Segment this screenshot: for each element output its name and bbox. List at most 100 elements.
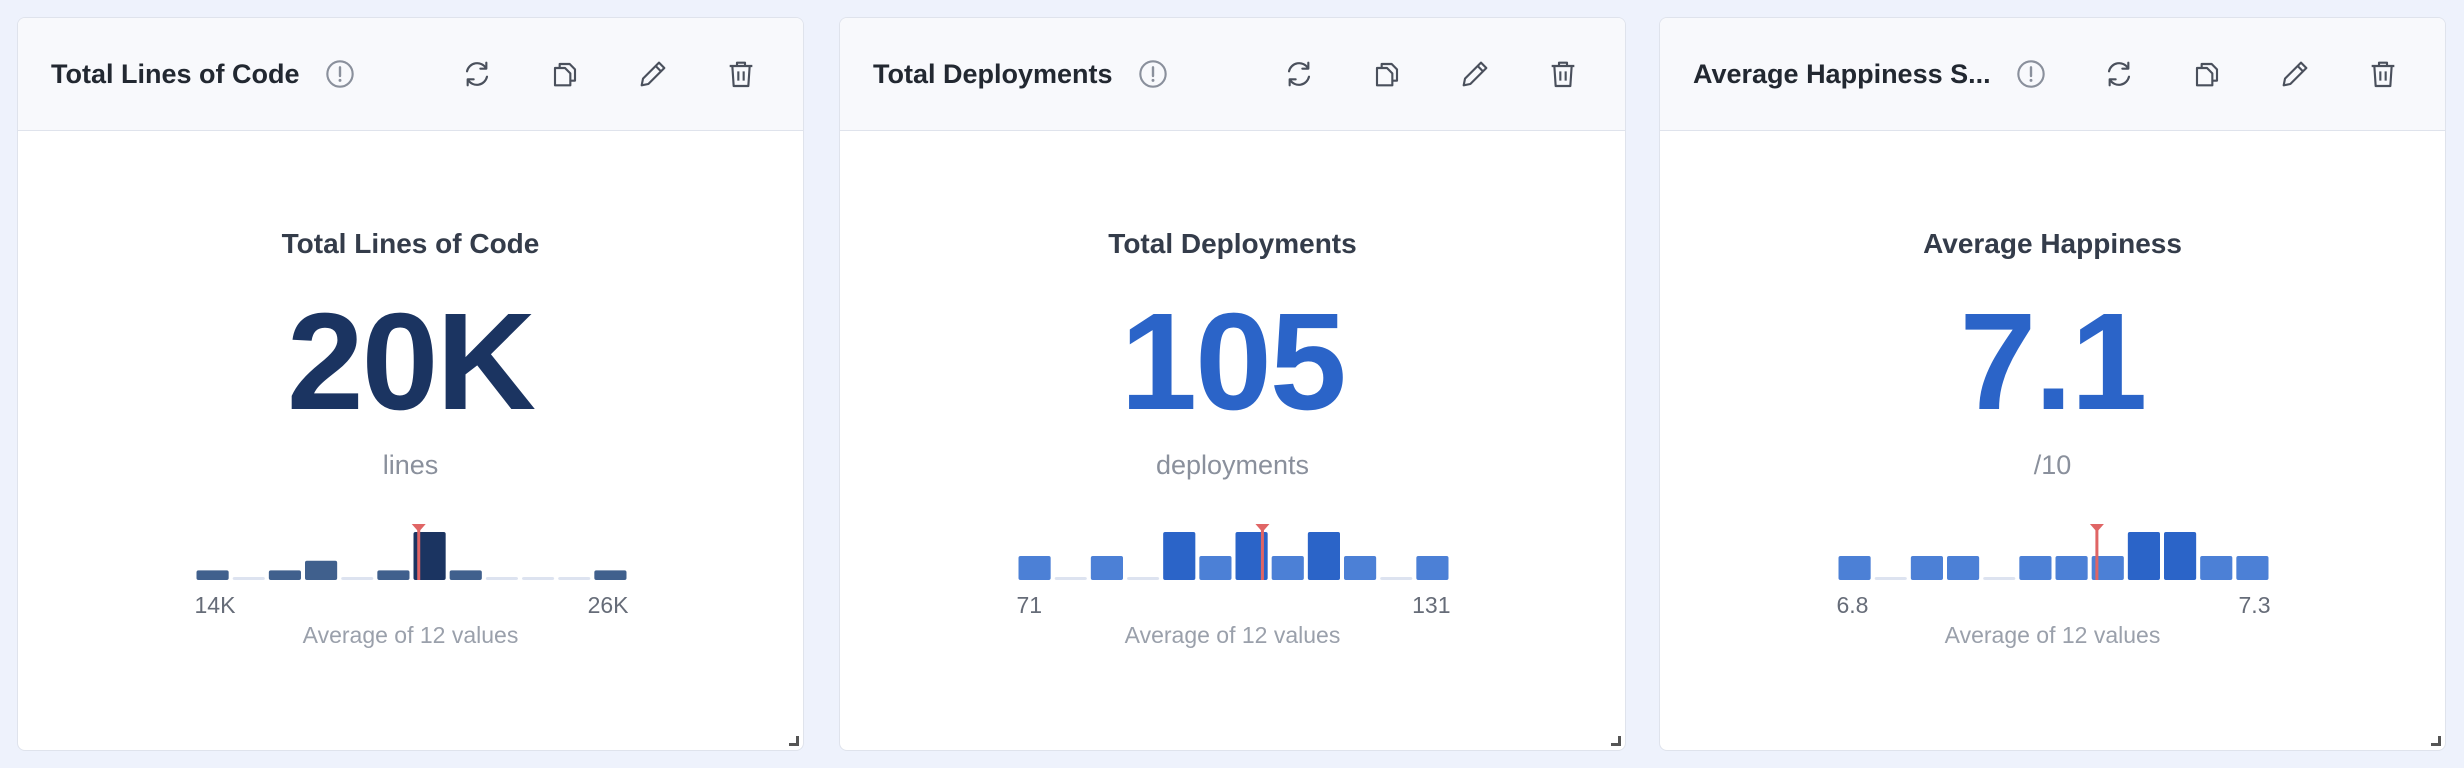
average-marker-head	[1255, 524, 1270, 532]
histogram-bar	[413, 532, 446, 580]
histogram-bar	[305, 560, 338, 580]
histogram-bar	[2236, 556, 2269, 580]
refresh-button[interactable]	[1255, 44, 1343, 104]
histogram-bar	[232, 577, 265, 580]
widget-header-title: Average Happiness S...	[1693, 58, 1991, 89]
trash-icon	[729, 61, 753, 88]
x-tick-label: 7.3	[2239, 592, 2271, 618]
stat-value: 105	[1120, 285, 1346, 439]
stat-unit: /10	[2033, 450, 2072, 480]
edit-button[interactable]	[2251, 44, 2339, 104]
histogram-bar	[522, 577, 555, 580]
refresh-icon	[465, 61, 489, 87]
info-icon[interactable]	[1137, 58, 1169, 90]
histogram-bar	[1983, 577, 2016, 580]
x-tick-label: 71	[1017, 592, 1043, 618]
info-icon[interactable]	[2015, 58, 2047, 90]
stat-footer: Average of 12 values	[302, 622, 519, 648]
histogram-bar	[1307, 532, 1340, 580]
stat-footer: Average of 12 values	[1124, 622, 1341, 648]
widget-header: Total Lines of Code	[18, 18, 803, 131]
x-tick-label: 14K	[195, 592, 237, 618]
widget-card: Total Lines of Code Total Lines of Code 20…	[17, 17, 804, 751]
trash-icon	[1551, 61, 1575, 88]
copy-icon	[553, 62, 577, 87]
copy-icon	[1375, 62, 1399, 87]
histogram-bar	[1127, 577, 1160, 580]
widget-header: Average Happiness S...	[1660, 18, 2445, 131]
histogram-bar	[1199, 556, 1232, 580]
duplicate-button[interactable]	[2163, 44, 2251, 104]
stat-title: Total Lines of Code	[281, 228, 540, 259]
histogram-bar	[341, 577, 374, 580]
stat-unit: lines	[382, 450, 439, 480]
refresh-icon	[1287, 61, 1311, 87]
histogram-bar	[1235, 532, 1268, 580]
histogram-bar	[1271, 556, 1304, 580]
histogram-bar	[2055, 556, 2088, 580]
histogram-bar	[1163, 532, 1196, 580]
info-icon[interactable]	[324, 58, 356, 90]
stat-title: Average Happiness	[1923, 228, 2182, 259]
refresh-icon	[2107, 61, 2131, 87]
average-marker-head	[411, 524, 426, 532]
delete-button[interactable]	[1519, 44, 1607, 104]
resize-handle[interactable]	[789, 736, 799, 746]
edit-button[interactable]	[1431, 44, 1519, 104]
histogram-bar	[268, 570, 301, 580]
delete-button[interactable]	[697, 44, 785, 104]
histogram-bar	[1380, 577, 1413, 580]
histogram-bar	[1838, 556, 1871, 580]
stat-unit: deployments	[1155, 450, 1310, 480]
duplicate-button[interactable]	[521, 44, 609, 104]
histogram: 6.8 7.3	[1837, 524, 2271, 618]
duplicate-button[interactable]	[1343, 44, 1431, 104]
widget-header: Total Deployments	[840, 18, 1625, 131]
histogram-bar	[2127, 532, 2160, 580]
x-tick-label: 131	[1412, 592, 1450, 618]
widget-card: Average Happiness S... Average Happiness 7…	[1659, 17, 2446, 751]
histogram-bar	[2200, 556, 2233, 580]
stat-footer: Average of 12 values	[1944, 622, 2161, 648]
histogram-bar	[1874, 577, 1907, 580]
refresh-button[interactable]	[2075, 44, 2163, 104]
histogram-bar	[485, 577, 518, 580]
widget-header-title: Total Lines of Code	[51, 58, 300, 89]
refresh-button[interactable]	[433, 44, 521, 104]
histogram-bar	[1947, 556, 1980, 580]
edit-icon	[2282, 61, 2308, 87]
histogram-bar	[2019, 556, 2052, 580]
copy-icon	[2195, 62, 2219, 87]
histogram-bar	[1018, 556, 1051, 580]
histogram-bar	[2091, 556, 2124, 580]
x-tick-label: 26K	[588, 592, 630, 618]
x-tick-label: 6.8	[1837, 592, 1869, 618]
histogram-bar	[594, 570, 627, 580]
widget-card: Total Deployments Total Deployments 105 dep…	[839, 17, 1626, 751]
widget-header-title: Total Deployments	[873, 58, 1113, 89]
delete-button[interactable]	[2339, 44, 2427, 104]
resize-handle[interactable]	[2431, 736, 2441, 746]
stat-value: 7.1	[1959, 285, 2148, 439]
edit-icon	[640, 61, 666, 87]
histogram-bar	[1344, 556, 1377, 580]
histogram-bar	[2164, 532, 2197, 580]
histogram: 71 131	[1017, 524, 1451, 618]
trash-icon	[2371, 61, 2395, 88]
edit-icon	[1462, 61, 1488, 87]
histogram-bar	[558, 577, 591, 580]
histogram-bar	[1416, 556, 1449, 580]
histogram-bar	[449, 570, 482, 580]
histogram-bar	[377, 570, 410, 580]
histogram: 14K 26K	[195, 524, 630, 618]
histogram-bar	[196, 570, 229, 580]
stat-title: Total Deployments	[1108, 228, 1357, 259]
resize-handle[interactable]	[1611, 736, 1621, 746]
histogram-bar	[1910, 556, 1943, 580]
histogram-bar	[1054, 577, 1087, 580]
edit-button[interactable]	[609, 44, 697, 104]
stat-value: 20K	[286, 285, 536, 439]
average-marker-head	[2089, 524, 2104, 532]
histogram-bar	[1090, 556, 1123, 580]
